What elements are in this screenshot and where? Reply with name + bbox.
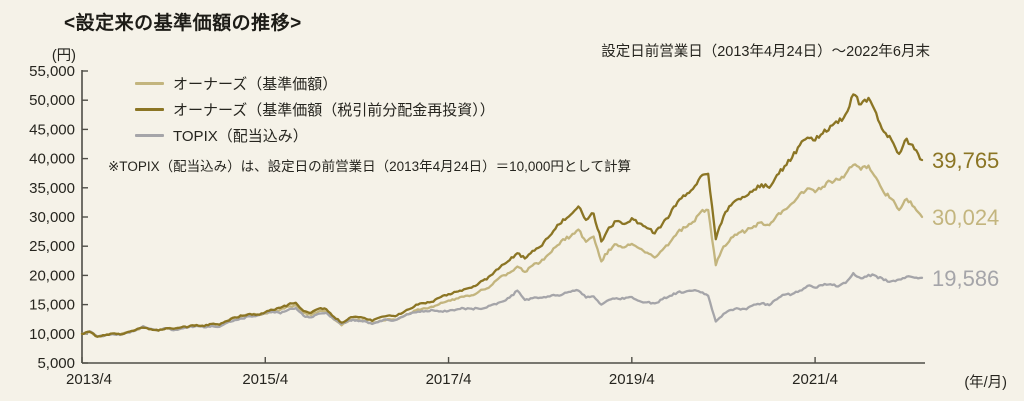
y-tick-label: 5,000: [37, 355, 75, 372]
chart-legend: オーナーズ（基準価額） オーナーズ（基準価額（税引前分配金再投資）） TOPIX…: [135, 70, 495, 148]
period-label: 設定日前営業日（2013年4月24日）～2022年6月末: [601, 44, 930, 60]
series-line-0: [80, 163, 924, 338]
y-tick-label: 50,000: [29, 92, 75, 109]
legend-swatch-topix: [135, 133, 164, 137]
footnote-topix-base: ※TOPIX（配当込み）は、設定日の前営業日（2013年4月24日）＝10,00…: [108, 159, 632, 174]
y-tick-label: 25,000: [29, 238, 75, 255]
legend-label-nav: オーナーズ（基準価額）: [173, 75, 338, 93]
legend-label-nav-reinvested: オーナーズ（基準価額（税引前分配金再投資））: [173, 101, 495, 119]
y-tick-label: 15,000: [29, 297, 75, 314]
y-tick-label: 30,000: [29, 209, 75, 226]
series-line-2: [80, 271, 924, 338]
legend-item-nav: オーナーズ（基準価額）: [135, 70, 495, 96]
x-tick-label: 2019/4: [609, 371, 655, 388]
end-value-label-0: 30,024: [932, 205, 999, 230]
series-line-1: [80, 93, 924, 338]
x-tick-label: 2017/4: [426, 371, 472, 388]
x-tick-label: 2021/4: [792, 371, 838, 388]
end-value-label-1: 39,765: [932, 148, 999, 173]
x-tick-label: 2013/4: [66, 371, 112, 388]
x-axis-unit-label: (年/月): [964, 375, 1007, 391]
y-tick-label: 10,000: [29, 326, 75, 343]
page-title: <設定来の基準価額の推移>: [64, 13, 302, 34]
y-tick-label: 55,000: [29, 63, 75, 80]
y-tick-label: 45,000: [29, 121, 75, 138]
end-value-label-2: 19,586: [932, 266, 999, 291]
legend-label-topix: TOPIX（配当込み）: [173, 127, 308, 145]
x-tick-label: 2015/4: [242, 371, 288, 388]
legend-swatch-nav-reinvested: [135, 107, 164, 111]
legend-item-nav-reinvested: オーナーズ（基準価額（税引前分配金再投資））: [135, 96, 495, 122]
y-tick-label: 35,000: [29, 180, 75, 197]
legend-swatch-nav: [135, 81, 164, 85]
y-axis-unit-label: (円): [51, 48, 76, 64]
y-tick-label: 20,000: [29, 267, 75, 284]
legend-item-topix: TOPIX（配当込み）: [135, 122, 495, 148]
y-tick-label: 40,000: [29, 151, 75, 168]
